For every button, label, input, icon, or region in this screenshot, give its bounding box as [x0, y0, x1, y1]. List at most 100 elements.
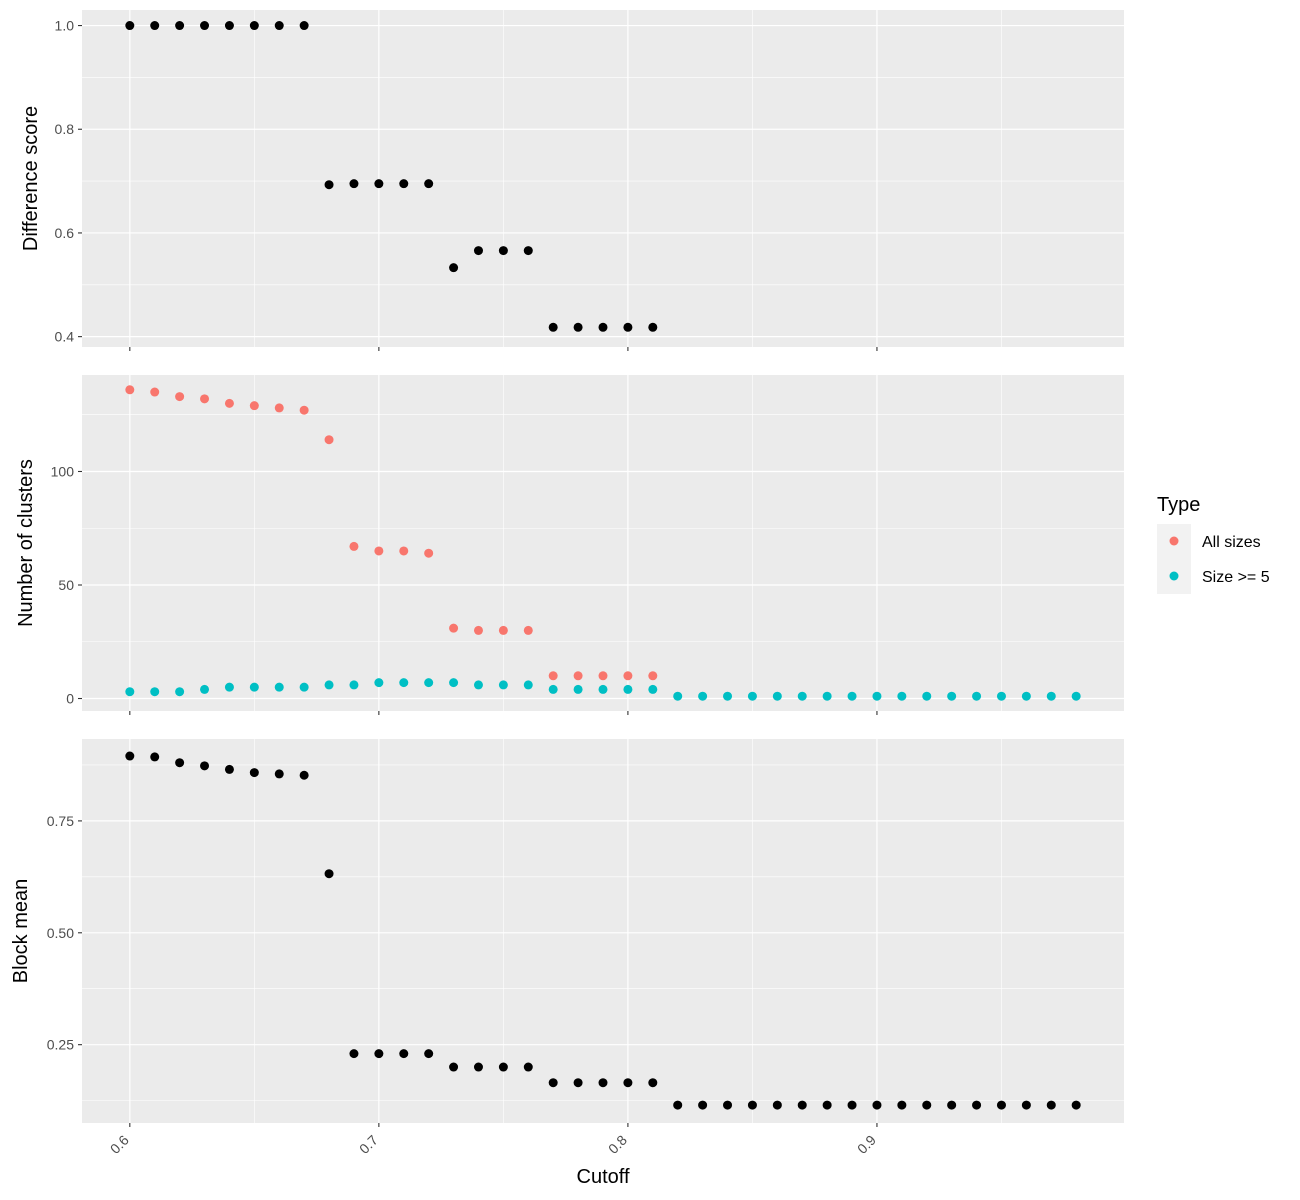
data-point — [1071, 691, 1081, 701]
data-point — [897, 691, 907, 701]
y-tick-label: 50 — [58, 577, 74, 593]
x-tick-label: 0.8 — [605, 1132, 630, 1157]
data-point — [498, 625, 508, 635]
data-point — [324, 869, 334, 879]
data-point — [772, 691, 782, 701]
panel-block-mean: 0.25 0.50 0.75 0.6 0.7 0.8 0.9 Block mean — [10, 739, 1124, 1157]
data-point — [274, 682, 284, 692]
data-point — [299, 405, 309, 415]
data-point — [573, 684, 583, 694]
y-tick-label: 100 — [51, 463, 75, 479]
data-point — [548, 322, 558, 332]
data-point — [424, 548, 434, 558]
minor-gridlines-x — [254, 375, 1002, 711]
data-point — [648, 671, 658, 681]
x-tick-label: 0.9 — [854, 1132, 879, 1157]
data-point — [150, 387, 160, 397]
minor-gridlines-y — [82, 764, 1124, 1101]
data-point — [698, 691, 708, 701]
data-point — [648, 684, 658, 694]
data-point — [299, 770, 309, 780]
minor-gridlines-y — [82, 77, 1124, 286]
data-point — [673, 691, 683, 701]
minor-gridlines-y — [82, 414, 1124, 643]
legend-label-all-sizes: All sizes — [1202, 534, 1261, 551]
data-point — [224, 398, 234, 408]
data-point — [449, 678, 459, 688]
data-point — [249, 768, 259, 778]
data-point — [125, 687, 135, 697]
data-point — [374, 1049, 384, 1059]
data-point — [573, 671, 583, 681]
data-point — [598, 671, 608, 681]
y-axis-title: Difference score — [20, 106, 42, 251]
data-point — [424, 179, 434, 189]
y-axis-ticks: 0.4 0.6 0.8 1.0 — [55, 18, 82, 345]
legend-title: Type — [1157, 494, 1200, 516]
data-points — [125, 751, 1081, 1110]
data-point — [872, 1100, 882, 1110]
data-point — [374, 678, 384, 688]
data-point — [548, 1078, 558, 1088]
x-axis-ticks — [129, 1123, 878, 1127]
x-axis-ticks — [129, 711, 878, 715]
data-point — [1071, 1100, 1081, 1110]
data-point — [224, 682, 234, 692]
data-point — [797, 1100, 807, 1110]
data-point — [847, 691, 857, 701]
data-point — [623, 684, 633, 694]
x-tick-label: 0.7 — [356, 1132, 381, 1157]
data-point — [274, 403, 284, 413]
data-point — [324, 680, 334, 690]
data-point — [175, 21, 185, 31]
data-point — [125, 751, 135, 761]
y-tick-label: 0.4 — [55, 329, 75, 345]
data-point — [523, 680, 533, 690]
data-point — [598, 322, 608, 332]
data-point — [399, 179, 409, 189]
data-point — [1021, 691, 1031, 701]
legend-key-all-sizes — [1169, 536, 1179, 546]
y-tick-label: 0.6 — [55, 225, 75, 241]
data-point — [922, 691, 932, 701]
data-point — [374, 546, 384, 556]
x-axis-title: Cutoff — [577, 1166, 630, 1188]
data-point — [349, 680, 359, 690]
data-points — [125, 385, 1081, 701]
data-point — [623, 1078, 633, 1088]
data-point — [996, 691, 1006, 701]
data-point — [374, 179, 384, 189]
data-point — [274, 769, 284, 779]
data-point — [274, 21, 284, 31]
data-point — [1021, 1100, 1031, 1110]
data-point — [249, 682, 259, 692]
data-point — [224, 764, 234, 774]
data-point — [473, 625, 483, 635]
data-point — [548, 684, 558, 694]
data-point — [947, 691, 957, 701]
data-point — [150, 752, 160, 762]
data-point — [175, 687, 185, 697]
y-axis-ticks: 0.25 0.50 0.75 — [47, 813, 82, 1053]
data-point — [200, 21, 210, 31]
data-point — [299, 682, 309, 692]
data-point — [125, 21, 135, 31]
data-point — [399, 1049, 409, 1059]
data-point — [349, 541, 359, 551]
data-point — [449, 263, 459, 273]
data-points — [125, 21, 658, 332]
data-point — [648, 1078, 658, 1088]
y-axis-title: Number of clusters — [15, 459, 37, 627]
minor-gridlines-x — [254, 10, 1002, 347]
data-point — [1046, 691, 1056, 701]
data-point — [723, 1100, 733, 1110]
minor-gridlines-x — [254, 739, 1002, 1123]
panel-background — [82, 10, 1124, 347]
data-point — [548, 671, 558, 681]
major-gridlines-x — [129, 739, 878, 1123]
data-point — [349, 179, 359, 189]
data-point — [449, 1062, 459, 1072]
data-point — [897, 1100, 907, 1110]
data-point — [150, 21, 160, 31]
